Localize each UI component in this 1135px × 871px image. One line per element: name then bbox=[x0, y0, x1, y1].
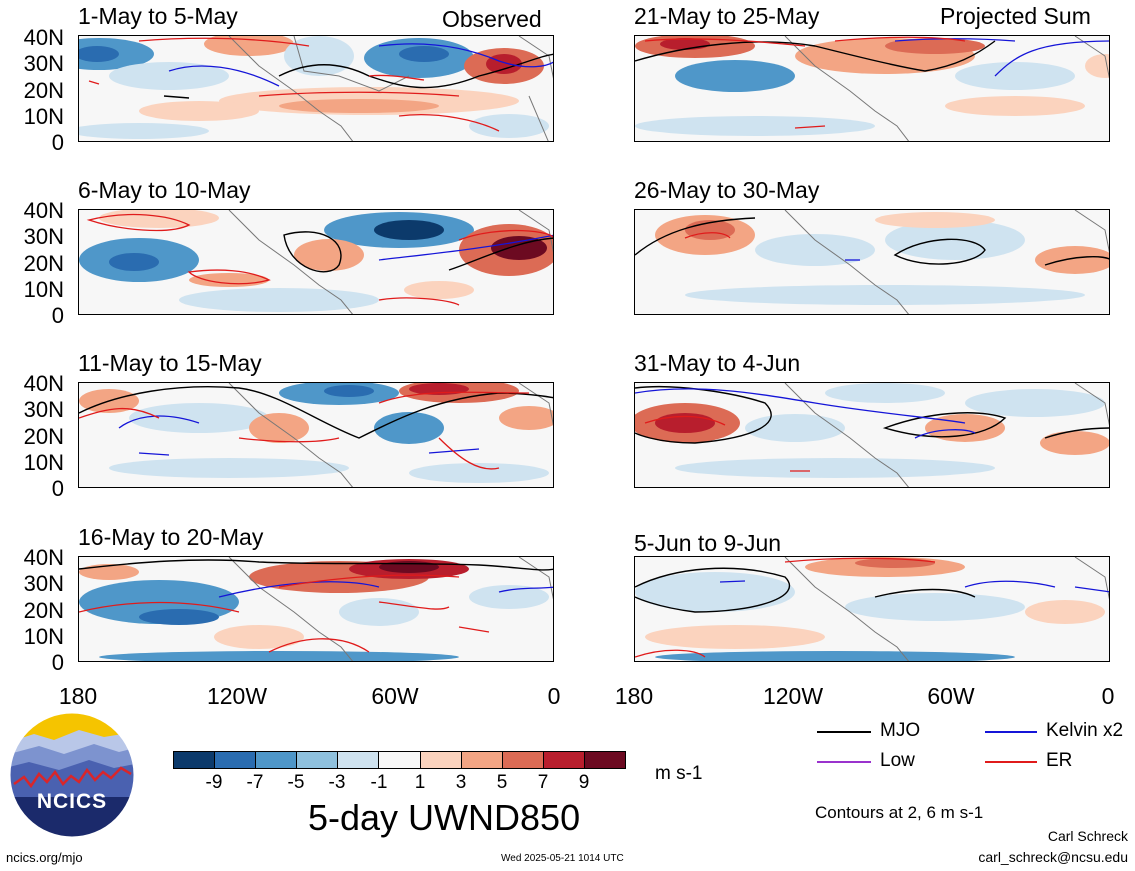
map-panel-8 bbox=[634, 556, 1110, 662]
panel-title-4: 16-May to 20-May bbox=[78, 524, 264, 550]
colorbar-swatch bbox=[215, 752, 257, 768]
panel-title-7: 31-May to 4-Jun bbox=[634, 350, 801, 376]
colorbar-swatch bbox=[420, 752, 462, 768]
lon-label: 0 bbox=[547, 683, 561, 709]
lat-label: 20N bbox=[23, 424, 64, 449]
lat-label: 10N bbox=[23, 277, 64, 302]
colorbar-units: m s-1 bbox=[655, 763, 703, 784]
legend-label-low: Low bbox=[880, 750, 915, 771]
map-panel-4 bbox=[78, 556, 554, 662]
colorbar-tick: 5 bbox=[496, 772, 508, 793]
footer-url: ncics.org/mjo bbox=[6, 850, 83, 865]
lat-label: 20N bbox=[23, 78, 64, 103]
panel-title-2: 6-May to 10-May bbox=[78, 177, 251, 203]
uwnd-map-5 bbox=[635, 36, 1109, 141]
lat-label: 0 bbox=[51, 130, 64, 155]
lat-label: 40N bbox=[23, 25, 64, 50]
uwnd-map-3 bbox=[79, 383, 553, 487]
colorbar-swatch bbox=[338, 752, 380, 768]
colorbar-swatch bbox=[584, 752, 626, 768]
colorbar-tick: -3 bbox=[328, 772, 346, 793]
colorbar-swatch bbox=[379, 752, 421, 768]
legend-label-er: ER bbox=[1046, 750, 1073, 771]
map-panel-3 bbox=[78, 382, 554, 488]
lat-label: 30N bbox=[23, 397, 64, 422]
colorbar-tick: -9 bbox=[205, 772, 223, 793]
ncics-logo-icon bbox=[9, 712, 135, 838]
lon-label: 120W bbox=[206, 683, 268, 709]
uwnd-map-4 bbox=[79, 557, 553, 661]
lat-label: 30N bbox=[23, 224, 64, 249]
footer-timestamp: Wed 2025-05-21 1014 UTC bbox=[501, 853, 624, 864]
colorbar-swatch bbox=[461, 752, 503, 768]
colorbar-swatch bbox=[543, 752, 585, 768]
lon-label: 0 bbox=[1101, 683, 1115, 709]
colorbar bbox=[173, 751, 626, 769]
lat-label: 10N bbox=[23, 104, 64, 129]
colorbar-tick: -5 bbox=[287, 772, 305, 793]
colorbar-tick: -1 bbox=[370, 772, 388, 793]
lat-label: 10N bbox=[23, 624, 64, 649]
colorbar-tick: 1 bbox=[414, 772, 426, 793]
ncics-logo-text: NCICS bbox=[36, 790, 108, 813]
colorbar-swatch bbox=[502, 752, 544, 768]
legend-line-low bbox=[817, 761, 871, 763]
panel-title-5: 21-May to 25-May bbox=[634, 3, 820, 29]
map-panel-2 bbox=[78, 209, 554, 315]
colorbar-tick: 3 bbox=[455, 772, 467, 793]
projected-sum-tag: Projected Sum bbox=[940, 3, 1091, 29]
lat-label: 40N bbox=[23, 545, 64, 570]
uwnd-map-7 bbox=[635, 383, 1109, 487]
legend-line-er bbox=[985, 761, 1037, 763]
colorbar-swatch bbox=[174, 752, 216, 768]
contours-note: Contours at 2, 6 m s-1 bbox=[815, 803, 984, 822]
legend-line-mjo bbox=[817, 731, 871, 733]
map-panel-6 bbox=[634, 209, 1110, 315]
lat-label: 30N bbox=[23, 51, 64, 76]
lon-label: 60W bbox=[371, 683, 419, 709]
lon-label: 120W bbox=[762, 683, 824, 709]
lon-label: 180 bbox=[614, 683, 654, 709]
lat-label: 20N bbox=[23, 598, 64, 623]
uwnd-map-1 bbox=[79, 36, 553, 141]
lon-label: 180 bbox=[58, 683, 98, 709]
footer-email: carl_schreck@ncsu.edu bbox=[978, 849, 1128, 865]
colorbar-tick: 9 bbox=[578, 772, 590, 793]
panel-title-6: 26-May to 30-May bbox=[634, 177, 820, 203]
uwnd-map-6 bbox=[635, 210, 1109, 314]
colorbar-swatch bbox=[297, 752, 339, 768]
lat-label: 40N bbox=[23, 371, 64, 396]
lat-label: 0 bbox=[51, 476, 64, 501]
map-panel-1 bbox=[78, 35, 554, 142]
ncics-logo: NCICS bbox=[9, 712, 135, 838]
panel-title-8: 5-Jun to 9-Jun bbox=[634, 530, 782, 556]
lat-label: 0 bbox=[51, 303, 64, 328]
map-panel-5 bbox=[634, 35, 1110, 142]
lat-label: 30N bbox=[23, 571, 64, 596]
uwnd-map-8 bbox=[635, 557, 1109, 661]
colorbar-tick: 7 bbox=[537, 772, 549, 793]
panel-title-1: 1-May to 5-May bbox=[78, 3, 238, 29]
lat-label: 0 bbox=[51, 650, 64, 675]
map-panel-7 bbox=[634, 382, 1110, 488]
legend-label-kelvin: Kelvin x2 bbox=[1046, 720, 1124, 741]
observed-tag: Observed bbox=[442, 6, 542, 32]
colorbar-swatch bbox=[256, 752, 298, 768]
legend-line-kelvin bbox=[985, 731, 1037, 733]
lat-label: 10N bbox=[23, 450, 64, 475]
colorbar-tick: -7 bbox=[246, 772, 264, 793]
main-title: 5-day UWND850 bbox=[308, 797, 581, 838]
lon-label: 60W bbox=[927, 683, 975, 709]
lat-label: 40N bbox=[23, 198, 64, 223]
uwnd-map-2 bbox=[79, 210, 553, 314]
legend-label-mjo: MJO bbox=[880, 720, 921, 741]
lat-label: 20N bbox=[23, 251, 64, 276]
panel-title-3: 11-May to 15-May bbox=[78, 350, 262, 376]
footer-author: Carl Schreck bbox=[1047, 828, 1128, 844]
